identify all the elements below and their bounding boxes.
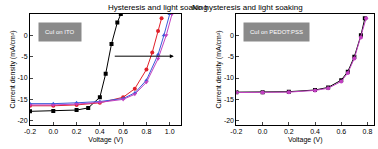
- svg-text:CuI on ITO: CuI on ITO: [45, 29, 75, 35]
- svg-text:Voltage (V): Voltage (V): [288, 136, 323, 144]
- svg-text:0.8: 0.8: [142, 128, 152, 135]
- svg-text:0.8: 0.8: [363, 128, 373, 135]
- svg-text:-0.2: -0.2: [230, 128, 242, 135]
- svg-text:0.6: 0.6: [336, 128, 346, 135]
- svg-text:1.0: 1.0: [165, 128, 175, 135]
- svg-text:-15: -15: [17, 96, 27, 103]
- svg-text:0.2: 0.2: [72, 128, 82, 135]
- svg-text:-0.2: -0.2: [24, 128, 36, 135]
- svg-text:-15: -15: [224, 96, 234, 103]
- svg-text:-5: -5: [21, 53, 27, 60]
- svg-text:0.0: 0.0: [48, 128, 58, 135]
- svg-text:0: 0: [24, 32, 28, 39]
- svg-text:Current density (mA/cm²): Current density (mA/cm²): [215, 30, 223, 108]
- svg-text:CuI on PEDOT:PSS: CuI on PEDOT:PSS: [250, 29, 303, 35]
- svg-text:-10: -10: [224, 74, 234, 81]
- svg-text:0.6: 0.6: [118, 128, 128, 135]
- svg-text:0.4: 0.4: [310, 128, 320, 135]
- svg-text:Voltage (V): Voltage (V): [88, 136, 123, 144]
- svg-text:-20: -20: [224, 117, 234, 124]
- svg-text:Hysteresis and light soaking: Hysteresis and light soaking: [108, 3, 208, 12]
- svg-text:-5: -5: [228, 53, 234, 60]
- svg-text:0: 0: [230, 32, 234, 39]
- svg-text:-20: -20: [17, 117, 27, 124]
- svg-text:No hysteresis and light soakin: No hysteresis and light soaking: [192, 3, 303, 12]
- svg-text:0.0: 0.0: [258, 128, 268, 135]
- svg-text:0.2: 0.2: [284, 128, 294, 135]
- svg-text:-10: -10: [17, 74, 27, 81]
- svg-text:Current density (mA/cm²): Current density (mA/cm²): [9, 30, 17, 108]
- svg-text:0.4: 0.4: [95, 128, 105, 135]
